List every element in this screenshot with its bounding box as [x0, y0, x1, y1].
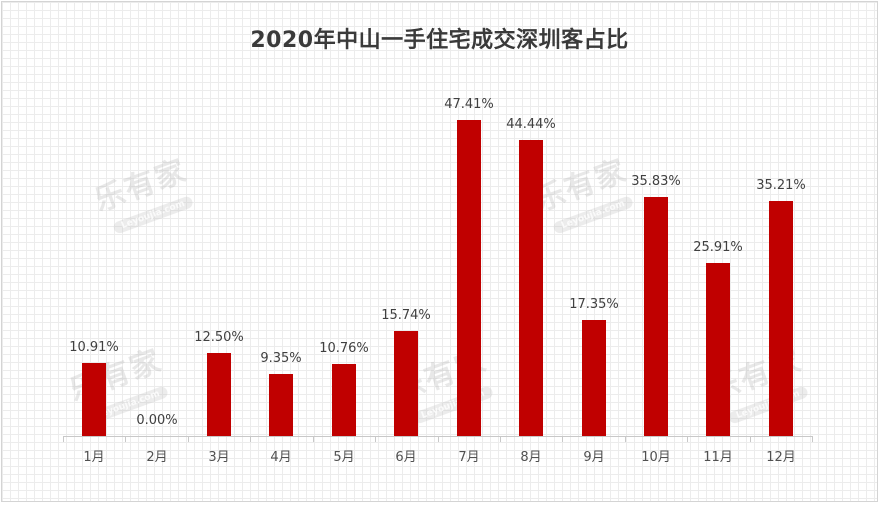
x-axis-tick — [375, 436, 376, 442]
bar — [269, 374, 293, 436]
data-label: 12.50% — [194, 330, 244, 345]
x-axis-label: 7月 — [458, 450, 480, 465]
x-axis-label: 1月 — [83, 450, 105, 465]
data-label: 35.21% — [756, 178, 806, 193]
bar — [332, 364, 356, 436]
x-axis-label: 8月 — [520, 450, 542, 465]
bar — [207, 353, 231, 436]
bar — [706, 263, 730, 436]
x-axis-tick — [125, 436, 126, 442]
data-label: 0.00% — [136, 413, 178, 428]
x-axis-label: 4月 — [270, 450, 292, 465]
x-axis-label: 5月 — [333, 450, 355, 465]
data-label: 44.44% — [506, 117, 556, 132]
data-label: 17.35% — [569, 297, 619, 312]
bar — [769, 201, 793, 436]
x-axis-tick — [812, 436, 813, 442]
x-axis-tick — [188, 436, 189, 442]
x-axis-label: 9月 — [583, 450, 605, 465]
data-label: 47.41% — [444, 97, 494, 112]
x-axis-label: 6月 — [395, 450, 417, 465]
x-axis-tick — [625, 436, 626, 442]
x-axis-label: 2月 — [146, 450, 168, 465]
chart-frame — [1, 1, 878, 502]
x-axis-tick — [500, 436, 501, 442]
bar — [457, 120, 481, 436]
x-axis-label: 10月 — [641, 450, 671, 465]
bar — [644, 197, 668, 436]
x-axis-tick — [562, 436, 563, 442]
chart-title: 2020年中山一手住宅成交深圳客占比 — [250, 28, 629, 53]
bar — [582, 320, 606, 436]
data-label: 35.83% — [631, 174, 681, 189]
data-label: 10.76% — [319, 341, 369, 356]
x-axis-tick — [313, 436, 314, 442]
x-axis-label: 3月 — [208, 450, 230, 465]
x-axis-tick — [63, 436, 64, 442]
data-label: 9.35% — [260, 351, 302, 366]
bar — [519, 140, 543, 436]
data-label: 25.91% — [693, 240, 743, 255]
bar — [82, 363, 106, 436]
data-label: 10.91% — [69, 340, 119, 355]
x-axis-label: 12月 — [766, 450, 796, 465]
x-axis-tick — [438, 436, 439, 442]
x-axis-label: 11月 — [703, 450, 733, 465]
bar — [394, 331, 418, 436]
data-label: 15.74% — [381, 308, 431, 323]
x-axis-line — [63, 436, 812, 437]
x-axis-tick — [250, 436, 251, 442]
x-axis-tick — [687, 436, 688, 442]
x-axis-tick — [750, 436, 751, 442]
